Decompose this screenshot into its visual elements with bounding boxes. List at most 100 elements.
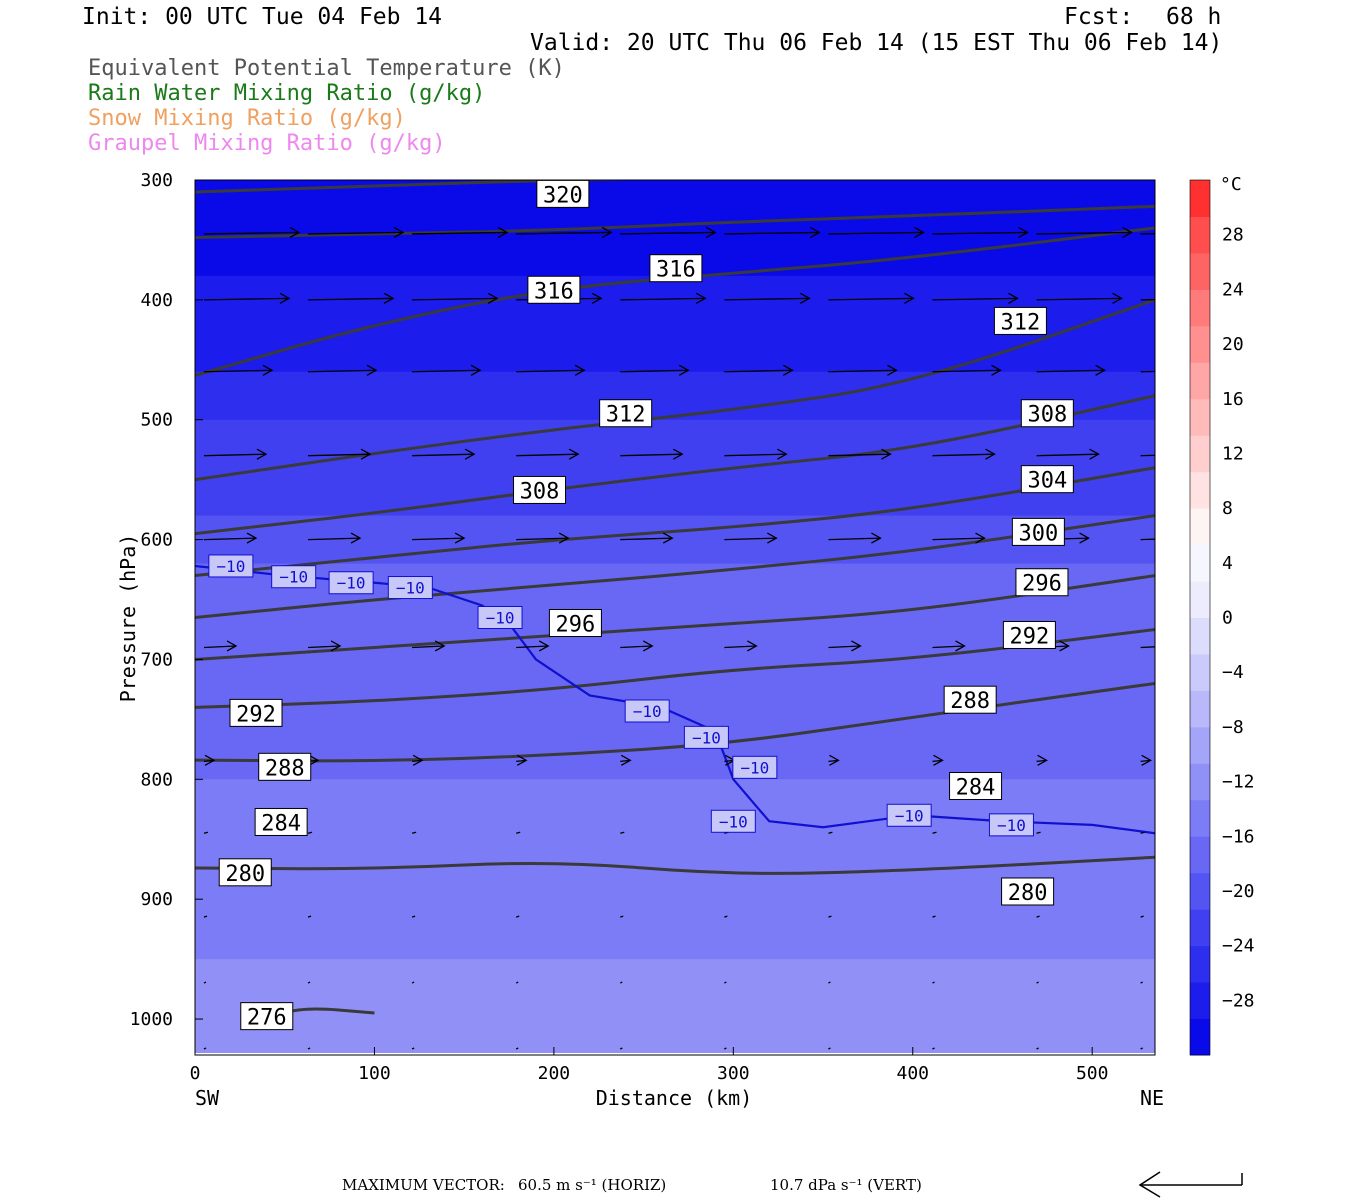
wind-vector-shaft [308, 453, 371, 457]
wind-vector-head [330, 640, 342, 652]
y-tick-label: 900 [140, 889, 173, 910]
wind-vector-head [226, 640, 238, 652]
isotherm-label: −10 [387, 576, 433, 600]
wind-vector-head [695, 292, 707, 304]
wind-vector-shaft [411, 915, 416, 918]
wind-vector [724, 364, 794, 376]
wind-vector [412, 448, 476, 460]
wind-vector-shaft [932, 915, 936, 918]
wind-vector-shaft [516, 369, 585, 373]
colorbar-swatch [1190, 252, 1210, 290]
isotherm-label-box [683, 725, 729, 749]
temperature-band [195, 719, 1155, 781]
temperature-band [195, 959, 1155, 1021]
max-vector-horiz: 60.5 m s⁻¹ (HORIZ) [518, 1176, 667, 1194]
isotherm-label-text: −10 [486, 609, 515, 628]
wind-vector-shaft [412, 537, 465, 541]
wind-vector-head [991, 364, 1002, 376]
wind-vector [1036, 915, 1040, 918]
wind-vector-shaft [307, 915, 312, 918]
wind-vector [308, 640, 342, 652]
wind-vector-head [887, 364, 898, 376]
theta-e-contour-label: 284 [254, 807, 308, 836]
isotherm-label-text: −10 [895, 806, 924, 825]
wind-vector [411, 981, 415, 984]
wind-vector [411, 1047, 415, 1050]
isotherm-label: −10 [732, 755, 778, 779]
wind-vector [932, 640, 966, 652]
wind-vector-shaft [308, 297, 394, 301]
wind-vector [516, 831, 521, 834]
wind-vector-shaft [516, 645, 549, 649]
colorbar-swatch [1190, 763, 1210, 801]
wind-vector-shaft [724, 369, 793, 373]
contour-label-box [1011, 517, 1065, 546]
theta-e-contour [195, 627, 1155, 709]
wind-vector-head [1079, 532, 1090, 544]
isotherm-label-text: −10 [337, 574, 366, 593]
wind-vector-shaft [308, 645, 341, 649]
wind-vector-shaft [1140, 981, 1143, 984]
wind-vector [620, 448, 684, 460]
colorbar-swatch [1190, 799, 1210, 837]
contour-label-box [649, 254, 703, 283]
y-tick-label: 400 [140, 290, 173, 311]
wind-vector [516, 364, 586, 376]
isotherm-label-text: −10 [216, 557, 245, 576]
wind-vector-head [829, 754, 840, 766]
colorbar-unit: °C [1220, 174, 1242, 195]
colorbar-swatch [1190, 982, 1210, 1020]
valid-time: Valid: 20 UTC Thu 06 Feb 14 (15 EST Thu … [530, 30, 1223, 56]
wind-vector [1140, 831, 1145, 834]
theta-e-contour-label: 288 [943, 685, 997, 714]
wind-vector [620, 226, 717, 239]
theta-e-contour-label: 316 [649, 254, 703, 283]
legend-snow: Snow Mixing Ratio (g/kg) [88, 106, 406, 131]
temperature-band [195, 1019, 1155, 1055]
wind-vector [724, 981, 727, 984]
legend-rain-water: Rain Water Mixing Ratio (g/kg) [88, 81, 486, 106]
wind-vector-head [256, 448, 268, 460]
wind-vector-head [289, 226, 301, 239]
wind-vector-head [308, 754, 320, 766]
wind-vector-shaft [932, 369, 1001, 373]
contour-label-box [1001, 877, 1055, 906]
wind-vector [620, 292, 707, 304]
wind-vector-shaft [203, 369, 272, 373]
theta-e-contour-label: 280 [218, 858, 272, 887]
wind-vector [724, 915, 728, 918]
contour-label-box [943, 685, 997, 714]
wind-vector-head [574, 364, 586, 376]
wind-vector-shaft [828, 759, 839, 762]
isotherm-label-text: −10 [692, 728, 721, 747]
x-tick-label: 200 [538, 1063, 571, 1084]
wind-vector-shaft [308, 369, 377, 373]
wind-vector-head [672, 448, 684, 460]
wind-vector-head [620, 754, 632, 766]
wind-vector [1036, 1047, 1039, 1050]
wind-vector-shaft [724, 231, 820, 235]
y-tick-label: 800 [140, 769, 173, 790]
wind-vector-shaft [724, 645, 757, 649]
wind-vector [203, 831, 209, 834]
temperature-band [195, 659, 1155, 721]
contour-label-box [536, 179, 590, 208]
wind-vector-shaft [932, 231, 1028, 235]
wind-vector-shaft [620, 453, 683, 457]
wind-vector [307, 1047, 311, 1050]
wind-vector-head [914, 226, 925, 239]
isotherm-label: −10 [477, 606, 523, 629]
contour-label-box [258, 752, 312, 781]
wind-vector-shaft [307, 1047, 311, 1050]
theta-e-contour-label: 284 [949, 772, 1003, 801]
wind-vector-shaft [828, 537, 881, 541]
isotherm-label-box [208, 554, 254, 578]
wind-vector-shaft [515, 915, 520, 918]
theta-e-contour-label: 316 [527, 275, 581, 304]
colorbar-tick-label: 0 [1222, 608, 1233, 629]
colorbar-tick-label: 12 [1222, 443, 1244, 464]
isotherm-label-box [328, 571, 374, 595]
wind-vector [1140, 915, 1144, 918]
colorbar-swatch [1190, 435, 1210, 473]
